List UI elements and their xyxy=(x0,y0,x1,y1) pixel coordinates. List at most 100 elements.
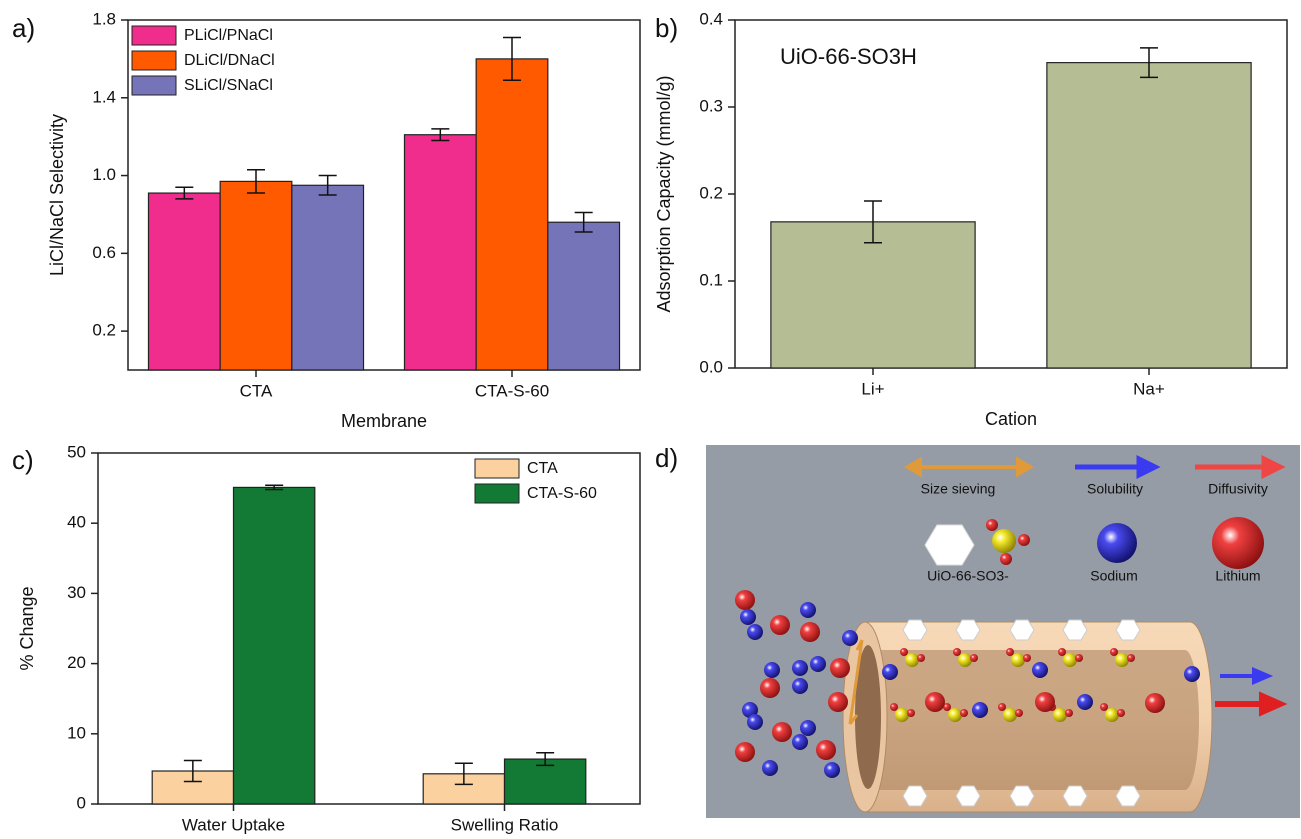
y-tick-label: 50 xyxy=(67,442,86,461)
lithium xyxy=(816,740,836,760)
y-tick-label: 0.6 xyxy=(92,243,116,262)
bar xyxy=(771,222,975,368)
oxygen xyxy=(917,654,925,662)
bar xyxy=(234,487,315,804)
y-tick-label: 1.0 xyxy=(92,165,116,184)
y-tick-label: 40 xyxy=(67,513,86,532)
x-tick-label: Water Uptake xyxy=(182,815,285,834)
bar xyxy=(292,185,364,370)
sodium xyxy=(1077,694,1093,710)
sodium xyxy=(800,602,816,618)
y-tick-label: 20 xyxy=(67,653,86,672)
x-axis-label: Cation xyxy=(985,409,1037,429)
y-axis-label: LiCl/NaCl Selectivity xyxy=(47,114,67,276)
sulfonate xyxy=(1011,653,1025,667)
legend-label: DLiCl/DNaCl xyxy=(184,52,275,69)
legend-swatch xyxy=(475,484,519,503)
oxygen xyxy=(970,654,978,662)
oxygen xyxy=(1110,648,1118,656)
bar xyxy=(1047,63,1251,368)
oxygen xyxy=(1006,648,1014,656)
y-tick-label: 0.2 xyxy=(699,183,723,202)
legend-label: Solubility xyxy=(1087,481,1143,497)
panel-label: c) xyxy=(12,445,34,475)
lithium xyxy=(735,590,755,610)
y-tick-label: 1.8 xyxy=(92,9,116,28)
lithium xyxy=(772,722,792,742)
figure: d) Size sieving Solubility Diffusivity U… xyxy=(0,0,1301,839)
sodium xyxy=(882,664,898,680)
y-tick-label: 0.1 xyxy=(699,270,723,289)
legend-label: CTA xyxy=(527,460,558,477)
y-tick-label: 0.4 xyxy=(699,9,723,28)
oxygen xyxy=(998,703,1006,711)
sodium xyxy=(764,662,780,678)
oxygen xyxy=(1075,654,1083,662)
legend-label: UiO-66-SO3- xyxy=(927,568,1009,584)
y-axis-label: Adsorption Capacity (mmol/g) xyxy=(654,75,674,312)
y-tick-label: 10 xyxy=(67,723,86,742)
legend-swatch xyxy=(132,51,176,70)
sodium xyxy=(792,660,808,676)
oxygen xyxy=(1100,703,1108,711)
legend-label: PLiCl/PNaCl xyxy=(184,27,273,44)
oxygen xyxy=(960,709,968,717)
bar xyxy=(548,222,620,370)
y-tick-label: 0.3 xyxy=(699,96,723,115)
sulfonate xyxy=(905,653,919,667)
sulfonate xyxy=(1003,708,1017,722)
sodium xyxy=(762,760,778,776)
mof-icon xyxy=(992,529,1016,553)
y-axis-label: % Change xyxy=(17,586,37,670)
legend-swatch xyxy=(132,26,176,45)
sodium-icon xyxy=(1097,523,1137,563)
sulfonate xyxy=(1105,708,1119,722)
panel-label: a) xyxy=(12,13,35,43)
y-tick-label: 30 xyxy=(67,583,86,602)
lithium xyxy=(735,742,755,762)
oxygen xyxy=(1127,654,1135,662)
sodium xyxy=(824,762,840,778)
lithium xyxy=(770,615,790,635)
legend-swatch xyxy=(475,459,519,478)
sodium xyxy=(800,720,816,736)
annotation: UiO-66-SO3H xyxy=(780,44,917,69)
sodium xyxy=(792,734,808,750)
bar xyxy=(404,135,476,370)
legend-label: Size sieving xyxy=(921,481,996,497)
sulfonate xyxy=(958,653,972,667)
panel-label: d) xyxy=(655,443,678,473)
sodium xyxy=(842,630,858,646)
y-tick-label: 0.0 xyxy=(699,357,723,376)
sodium xyxy=(747,714,763,730)
legend-swatch xyxy=(132,76,176,95)
plot-frame xyxy=(98,453,640,804)
sodium xyxy=(792,678,808,694)
x-tick-label: Na+ xyxy=(1133,379,1165,398)
sulfonate xyxy=(895,708,909,722)
oxygen xyxy=(953,648,961,656)
mof-icon xyxy=(1018,534,1030,546)
oxygen xyxy=(907,709,915,717)
lithium xyxy=(828,692,848,712)
oxygen xyxy=(900,648,908,656)
x-tick-label: Li+ xyxy=(861,379,884,398)
legend-label: SLiCl/SNaCl xyxy=(184,77,273,94)
mof-icon xyxy=(1000,553,1012,565)
oxygen xyxy=(1058,648,1066,656)
lithium xyxy=(830,658,850,678)
legend-label: Lithium xyxy=(1215,568,1260,584)
sodium xyxy=(972,702,988,718)
sodium xyxy=(747,624,763,640)
y-tick-label: 0 xyxy=(77,793,86,812)
bar xyxy=(476,59,548,370)
sodium xyxy=(1032,662,1048,678)
bar xyxy=(220,181,292,370)
y-tick-label: 0.2 xyxy=(92,321,116,340)
oxygen xyxy=(890,703,898,711)
lithium xyxy=(1035,692,1055,712)
oxygen xyxy=(1117,709,1125,717)
x-tick-label: CTA xyxy=(240,381,273,400)
sulfonate xyxy=(1053,708,1067,722)
lithium xyxy=(1145,693,1165,713)
